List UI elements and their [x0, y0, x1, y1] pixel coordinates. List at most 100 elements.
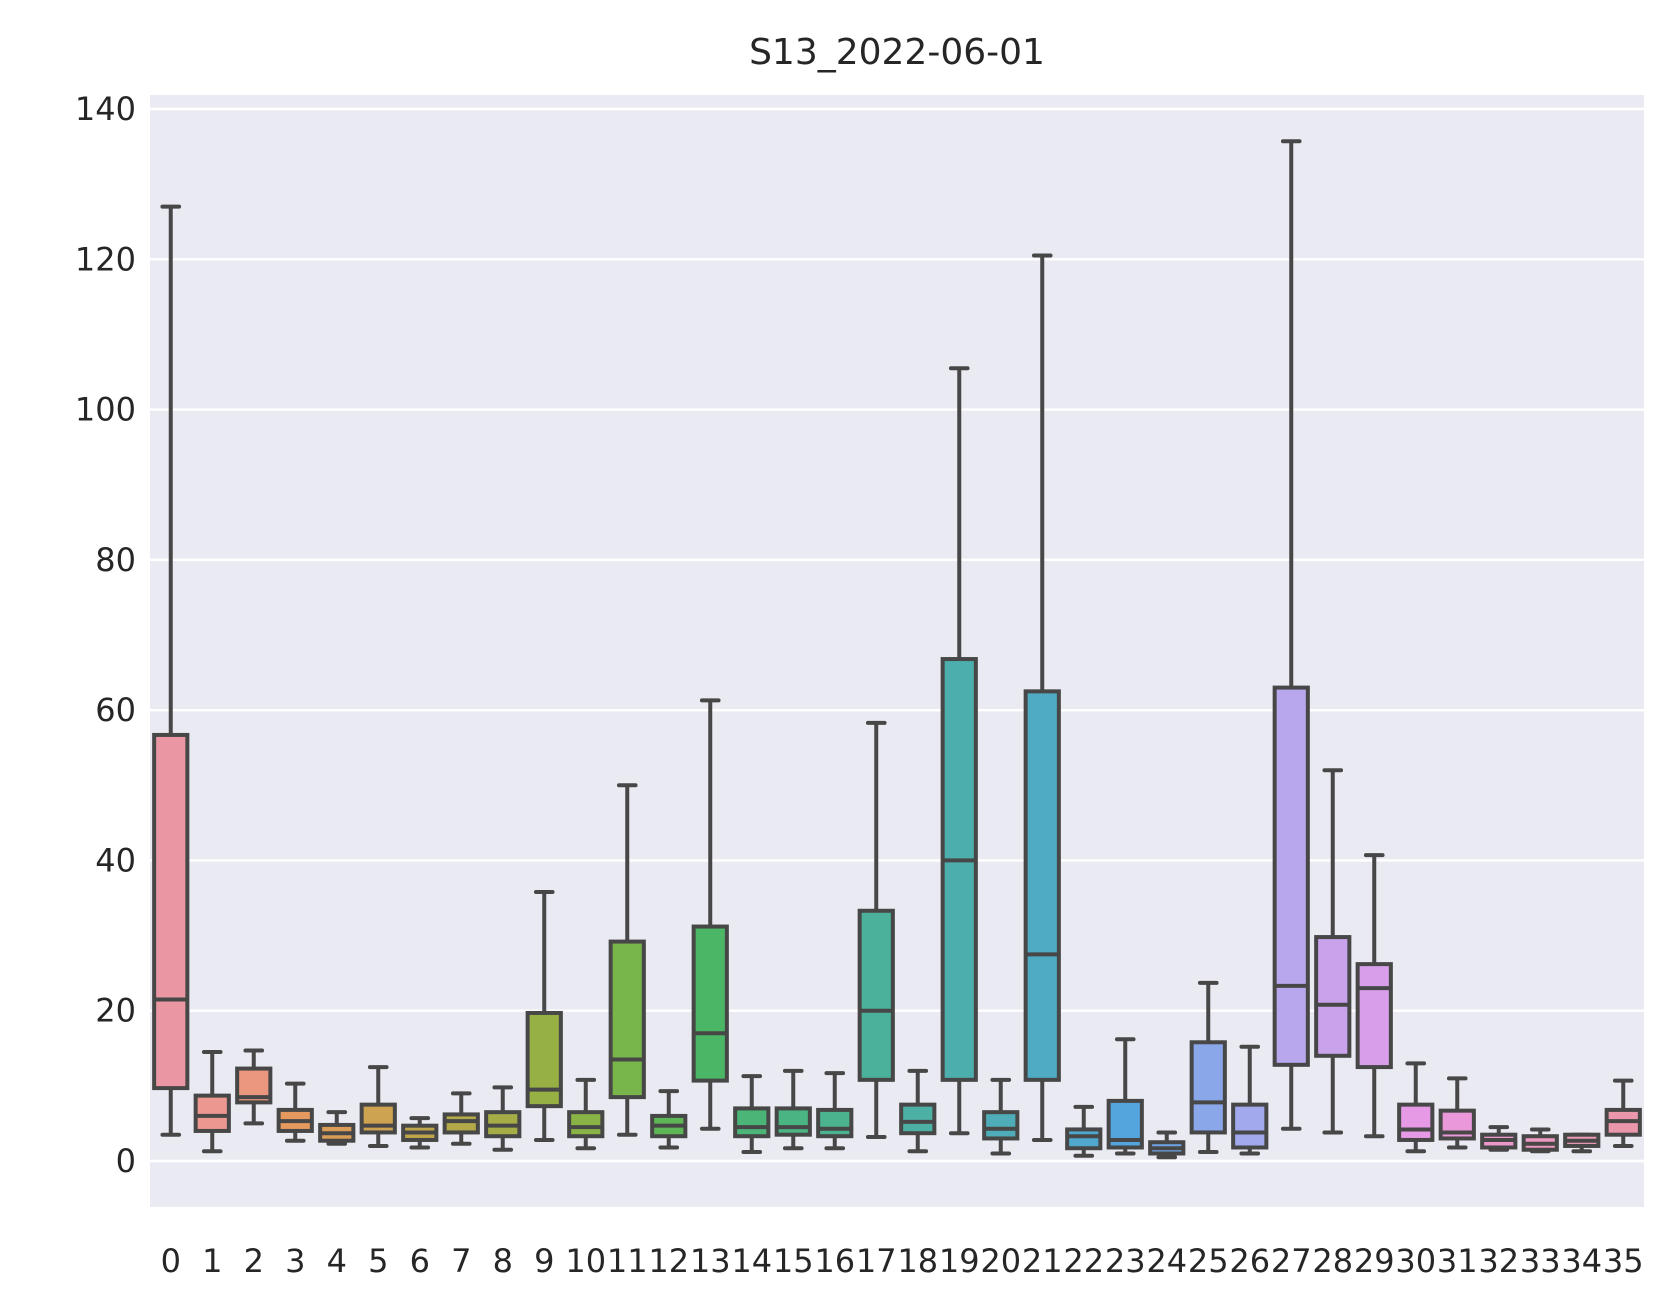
x-tick-label: 18 [897, 1242, 938, 1280]
x-tick-label: 25 [1188, 1242, 1229, 1280]
box-body [1189, 1040, 1227, 1135]
x-tick-label: 29 [1354, 1242, 1395, 1280]
x-tick-label: 7 [451, 1242, 471, 1280]
x-tick-label: 8 [493, 1242, 513, 1280]
x-tick-label: 2 [244, 1242, 264, 1280]
box-21 [1023, 253, 1061, 1142]
box-20 [982, 1077, 1020, 1156]
box-body [774, 1106, 812, 1137]
box-body [442, 1112, 480, 1135]
box-2 [235, 1048, 273, 1126]
box-body [525, 1010, 563, 1109]
box-14 [733, 1074, 771, 1154]
box-body [359, 1102, 397, 1135]
box-9 [525, 889, 563, 1142]
box-body [1023, 689, 1061, 1082]
box-6 [401, 1116, 439, 1150]
box-body [733, 1106, 771, 1139]
box-32 [1480, 1125, 1518, 1152]
box-body [193, 1093, 231, 1133]
x-tick-label: 15 [773, 1242, 814, 1280]
x-tick-label: 30 [1395, 1242, 1436, 1280]
x-tick-label: 23 [1105, 1242, 1146, 1280]
x-tick-label: 33 [1520, 1242, 1561, 1280]
box-29 [1355, 853, 1393, 1139]
x-tick-label: 28 [1312, 1242, 1353, 1280]
x-tick-label: 26 [1229, 1242, 1270, 1280]
box-23 [1106, 1037, 1144, 1156]
box-35 [1604, 1078, 1642, 1148]
box-8 [484, 1085, 522, 1152]
box-31 [1438, 1076, 1476, 1150]
x-tick-label: 34 [1561, 1242, 1602, 1280]
box-body [857, 908, 895, 1082]
box-13 [691, 698, 729, 1131]
box-body [1065, 1127, 1103, 1151]
y-tick-label: 120 [75, 240, 136, 278]
box-27 [1272, 139, 1310, 1131]
box-body [1355, 962, 1393, 1070]
x-tick-label: 16 [814, 1242, 855, 1280]
box-5 [359, 1065, 397, 1148]
x-tick-label: 0 [161, 1242, 181, 1280]
x-tick-label: 6 [410, 1242, 430, 1280]
x-tick-label: 27 [1271, 1242, 1312, 1280]
box-22 [1065, 1104, 1103, 1158]
box-body [1397, 1102, 1435, 1142]
y-tick-label: 140 [75, 90, 136, 128]
x-tick-label: 32 [1478, 1242, 1519, 1280]
box-17 [857, 720, 895, 1139]
x-tick-label: 1 [202, 1242, 222, 1280]
x-tick-label: 12 [648, 1242, 689, 1280]
box-4 [318, 1110, 356, 1146]
box-11 [608, 783, 646, 1137]
x-tick-label: 31 [1437, 1242, 1478, 1280]
box-body [152, 732, 190, 1091]
box-body [1231, 1102, 1269, 1150]
y-tick-label: 60 [95, 691, 136, 729]
box-34 [1563, 1132, 1601, 1154]
box-16 [816, 1071, 854, 1151]
box-28 [1314, 768, 1352, 1135]
box-30 [1397, 1061, 1435, 1154]
box-3 [276, 1081, 314, 1143]
box-33 [1521, 1127, 1559, 1154]
box-body [567, 1110, 605, 1139]
x-tick-label: 22 [1063, 1242, 1104, 1280]
box-body [816, 1107, 854, 1139]
x-tick-label: 14 [731, 1242, 772, 1280]
y-tick-label: 40 [95, 841, 136, 879]
box-18 [899, 1068, 937, 1154]
x-tick-label: 9 [534, 1242, 554, 1280]
y-tick-label: 80 [95, 541, 136, 579]
box-25 [1189, 980, 1227, 1154]
x-tick-label: 20 [980, 1242, 1021, 1280]
plot-background [150, 95, 1644, 1207]
grid-lines [150, 107, 1644, 1163]
box-1 [193, 1050, 231, 1154]
x-tick-label: 35 [1603, 1242, 1644, 1280]
x-tick-label: 19 [939, 1242, 980, 1280]
box-24 [1148, 1130, 1186, 1160]
y-tick-labels: 0 20 40 60 80 100 120 140 [75, 90, 136, 1180]
box-body [982, 1110, 1020, 1141]
box-body [691, 924, 729, 1083]
box-10 [567, 1077, 605, 1151]
boxes [152, 139, 1642, 1160]
x-tick-label: 11 [607, 1242, 648, 1280]
box-body [940, 657, 978, 1082]
x-tick-label: 5 [368, 1242, 388, 1280]
box-0 [152, 204, 190, 1137]
box-body [1272, 685, 1310, 1067]
chart-title: S13_2022-06-01 [749, 32, 1045, 73]
box-12 [650, 1089, 688, 1150]
box-7 [442, 1091, 480, 1146]
x-tick-label: 3 [285, 1242, 305, 1280]
x-tick-label: 4 [327, 1242, 347, 1280]
y-tick-label: 0 [116, 1142, 136, 1180]
box-body [608, 939, 646, 1100]
y-tick-label: 20 [95, 992, 136, 1030]
box-15 [774, 1068, 812, 1151]
box-body [899, 1102, 937, 1136]
